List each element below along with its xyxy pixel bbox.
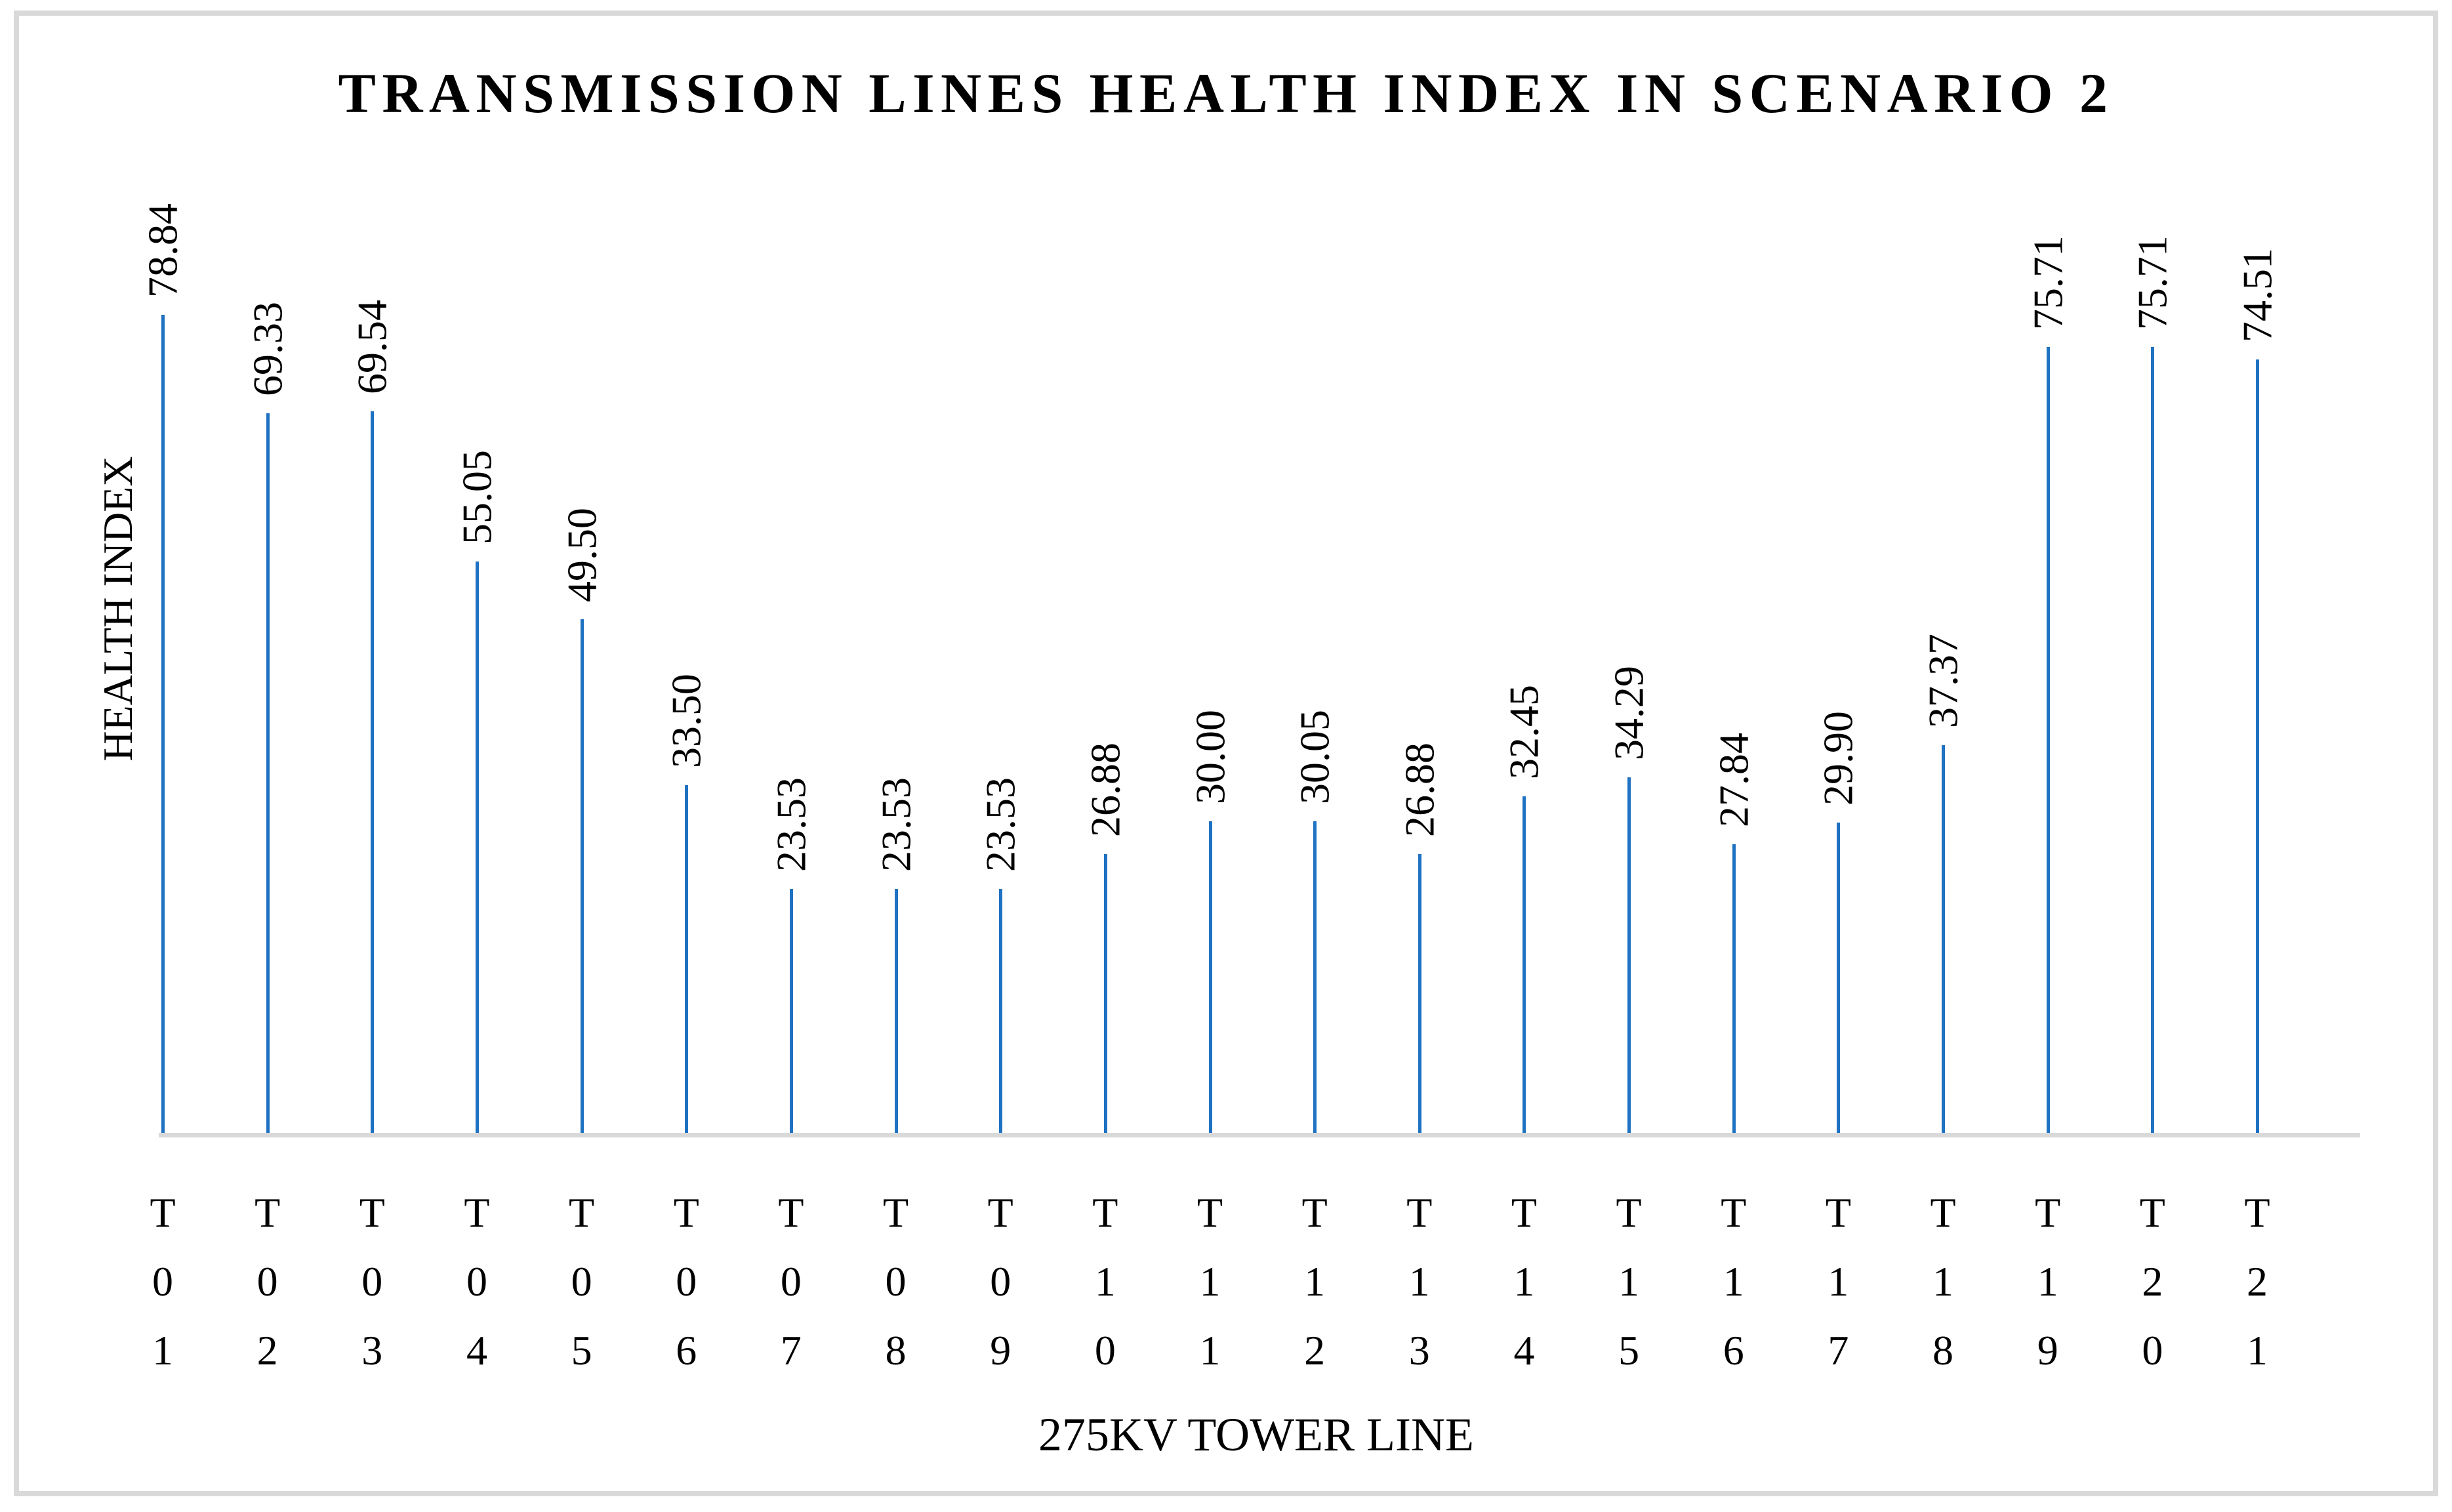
- category-label-T14: T 1 4: [1511, 1189, 1537, 1374]
- value-label-T12: 30.05: [1291, 710, 1338, 804]
- bar-T04: [475, 562, 479, 1133]
- value-label-T01: 78.84: [139, 203, 186, 298]
- bar-T11: [1208, 821, 1212, 1133]
- value-label-T06: 33.50: [663, 674, 710, 768]
- value-label-T20: 75.71: [2129, 235, 2176, 330]
- chart-title: TRANSMISSION LINES HEALTH INDEX IN SCENA…: [338, 62, 2114, 125]
- value-label-T21: 74.51: [2234, 248, 2281, 342]
- value-label-T04: 55.05: [453, 450, 501, 544]
- x-axis-title: 275KV TOWER LINE: [1038, 1408, 1474, 1461]
- category-label-T07: T 0 7: [778, 1189, 804, 1374]
- bar-T01: [161, 315, 165, 1133]
- value-label-T15: 34.29: [1605, 666, 1652, 760]
- value-label-T05: 49.50: [558, 508, 605, 602]
- bar-T18: [1942, 745, 1946, 1133]
- value-label-T19: 75.71: [2024, 235, 2072, 330]
- category-label-T17: T 1 7: [1825, 1189, 1851, 1374]
- y-axis-title: HEALTH INDEX: [94, 456, 141, 762]
- bar-T02: [266, 413, 270, 1133]
- category-label-T16: T 1 6: [1721, 1189, 1747, 1374]
- bar-T07: [789, 889, 793, 1133]
- bar-T12: [1313, 821, 1317, 1133]
- value-label-T14: 32.45: [1500, 685, 1547, 779]
- category-label-T03: T 0 3: [359, 1189, 385, 1374]
- bar-T03: [371, 411, 375, 1133]
- category-label-T10: T 1 0: [1092, 1189, 1118, 1374]
- bar-T16: [1732, 844, 1736, 1133]
- value-label-T18: 37.37: [1919, 634, 1967, 728]
- bar-T08: [894, 889, 898, 1133]
- value-label-T03: 69.54: [348, 300, 396, 394]
- category-label-T09: T 0 9: [987, 1189, 1013, 1374]
- bar-T14: [1522, 796, 1526, 1133]
- category-label-T12: T 1 2: [1301, 1189, 1328, 1374]
- category-label-T05: T 0 5: [569, 1189, 595, 1374]
- bar-T13: [1418, 854, 1421, 1133]
- bar-T20: [2151, 347, 2155, 1133]
- value-label-T09: 23.53: [977, 777, 1024, 872]
- bar-T17: [1837, 823, 1841, 1133]
- value-label-T10: 26.88: [1082, 743, 1129, 837]
- category-label-T06: T 0 6: [673, 1189, 699, 1374]
- bar-T10: [1103, 854, 1107, 1133]
- category-label-T02: T 0 2: [255, 1189, 281, 1374]
- bar-T06: [685, 785, 689, 1133]
- category-label-T01: T 0 1: [150, 1189, 176, 1374]
- value-label-T13: 26.88: [1396, 743, 1443, 837]
- bar-T09: [999, 889, 1003, 1133]
- value-label-T07: 23.53: [767, 777, 815, 872]
- bar-T05: [580, 619, 584, 1133]
- value-label-T08: 23.53: [872, 777, 919, 872]
- value-label-T11: 30.00: [1186, 710, 1233, 804]
- category-label-T15: T 1 5: [1616, 1189, 1642, 1374]
- category-label-T21: T 2 1: [2244, 1189, 2270, 1374]
- bar-T15: [1627, 777, 1631, 1133]
- category-label-T20: T 2 0: [2139, 1189, 2165, 1374]
- x-axis-line: [159, 1133, 2360, 1137]
- category-label-T13: T 1 3: [1406, 1189, 1433, 1374]
- category-label-T19: T 1 9: [2035, 1189, 2061, 1374]
- bar-T21: [2256, 359, 2259, 1133]
- category-label-T18: T 1 8: [1930, 1189, 1956, 1374]
- category-label-T08: T 0 8: [883, 1189, 909, 1374]
- chart-frame: [14, 10, 2438, 1496]
- value-label-T17: 29.90: [1814, 711, 1862, 806]
- category-label-T11: T 1 1: [1196, 1189, 1223, 1374]
- category-label-T04: T 0 4: [464, 1189, 490, 1374]
- value-label-T16: 27.84: [1710, 733, 1757, 827]
- bar-T19: [2046, 347, 2050, 1133]
- value-label-T02: 69.33: [244, 302, 291, 396]
